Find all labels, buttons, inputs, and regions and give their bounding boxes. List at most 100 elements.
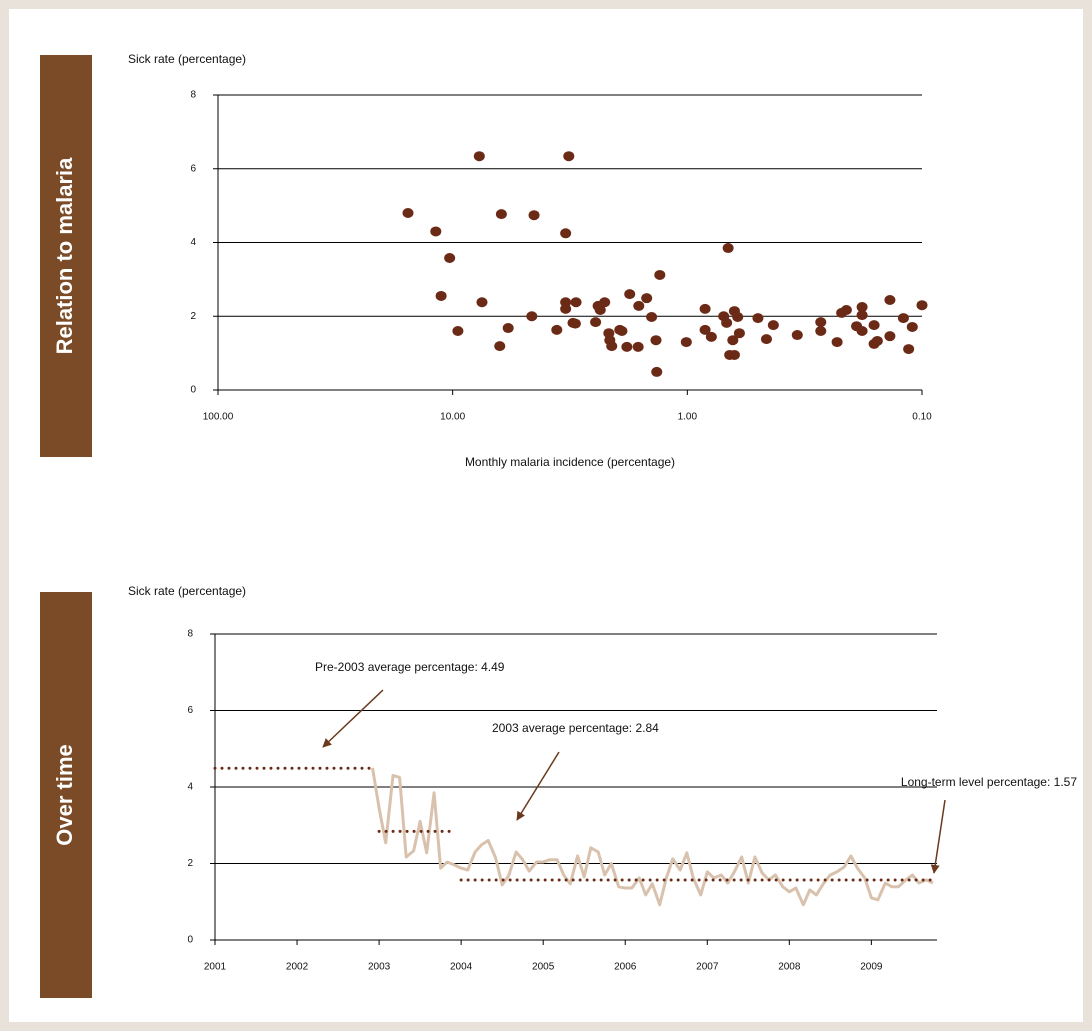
scatter-point — [624, 289, 636, 300]
x-axis-label: Monthly malaria incidence (percentage) — [465, 455, 675, 469]
scatter-point — [699, 303, 711, 314]
scatter-point — [767, 320, 779, 331]
scatter-point — [903, 344, 915, 355]
scatter-point — [752, 313, 764, 324]
scatter-point — [402, 208, 414, 218]
panel-label: Relation to malaria — [52, 157, 77, 355]
scatter-point — [632, 341, 644, 352]
scatter-point — [633, 300, 645, 311]
x-tick-label: 100.00 — [203, 412, 234, 423]
y-axis-label: Sick rate (percentage) — [128, 52, 246, 66]
scatter-point — [840, 304, 852, 315]
x-tick-label: 2008 — [778, 962, 801, 973]
scatter-point — [599, 297, 611, 308]
scatter-point — [650, 335, 662, 346]
annotation: Pre-2003 average percentage: 4.49 — [315, 660, 505, 674]
scatter-point — [856, 326, 868, 336]
scatter-point — [528, 210, 540, 221]
scatter-point — [435, 290, 447, 301]
scatter-point — [560, 228, 572, 239]
scatter-point — [721, 317, 733, 328]
x-tick-label: 2006 — [614, 962, 637, 973]
scatter-point — [884, 295, 896, 306]
data-line — [371, 767, 934, 907]
scatter-point — [732, 311, 744, 322]
scatter-point — [815, 317, 827, 328]
scatter-point — [495, 209, 507, 220]
scatter-point — [831, 337, 843, 348]
panel-background — [9, 9, 1083, 1022]
x-tick-label: 2003 — [368, 962, 391, 973]
y-tick-label: 6 — [190, 163, 196, 174]
x-tick-label: 2007 — [696, 962, 719, 973]
y-tick-label: 8 — [190, 90, 196, 101]
scatter-point — [705, 331, 717, 342]
y-tick-label: 8 — [187, 629, 193, 640]
x-tick-label: 0.10 — [912, 412, 932, 423]
scatter-point — [526, 311, 538, 322]
scatter-point — [815, 326, 827, 336]
annotation: Long-term level percentage: 1.57 — [901, 775, 1077, 789]
panel-label-box — [40, 55, 92, 457]
scatter-point — [473, 151, 485, 162]
scatter-point — [476, 297, 488, 308]
x-tick-label: 1.00 — [678, 412, 698, 423]
scatter-point — [502, 323, 514, 334]
x-tick-label: 2001 — [204, 962, 227, 973]
y-tick-label: 2 — [187, 858, 193, 869]
scatter-point — [680, 337, 692, 348]
scatter-point — [856, 302, 868, 313]
x-tick-label: 2004 — [450, 962, 473, 973]
scatter-point — [560, 303, 572, 314]
scatter-point — [916, 300, 928, 311]
scatter-point — [563, 151, 575, 162]
y-axis-label: Sick rate (percentage) — [128, 584, 246, 598]
panel-label: Over time — [52, 744, 77, 846]
y-tick-label: 0 — [190, 385, 196, 396]
scatter-point — [728, 349, 740, 360]
scatter-point — [621, 341, 633, 352]
scatter-point — [651, 366, 663, 377]
scatter-point — [590, 317, 602, 328]
scatter-point — [570, 297, 582, 308]
x-tick-label: 2009 — [860, 962, 883, 973]
scatter-point — [444, 252, 456, 263]
scatter-point — [606, 341, 618, 352]
scatter-point — [641, 293, 653, 304]
scatter-point — [871, 335, 883, 346]
annotation-arrow — [930, 799, 946, 874]
annotation: 2003 average percentage: 2.84 — [492, 721, 659, 735]
scatter-point — [654, 269, 666, 280]
x-tick-label: 2005 — [532, 962, 555, 973]
scatter-point — [699, 324, 711, 335]
scatter-point — [897, 313, 909, 324]
scatter-point — [760, 334, 772, 345]
y-tick-label: 0 — [187, 935, 193, 946]
scatter-point — [856, 310, 868, 321]
scatter-point — [551, 324, 563, 335]
x-tick-label: 10.00 — [440, 412, 465, 423]
scatter-point — [452, 326, 464, 336]
scatter-point — [430, 226, 442, 237]
scatter-point — [722, 243, 734, 254]
scatter-point — [733, 328, 745, 339]
scatter-point — [884, 331, 896, 342]
y-tick-label: 6 — [187, 705, 193, 716]
x-tick-label: 2002 — [286, 962, 309, 973]
scatter-point — [868, 320, 880, 331]
y-tick-label: 2 — [190, 311, 196, 322]
scatter-point — [594, 304, 606, 315]
scatter-point — [727, 335, 739, 346]
panel-label-box — [40, 592, 92, 998]
y-tick-label: 4 — [190, 237, 196, 248]
y-tick-label: 4 — [187, 782, 193, 793]
scatter-point — [791, 330, 803, 341]
scatter-point — [494, 341, 506, 352]
scatter-point — [569, 318, 581, 329]
scatter-point — [616, 326, 628, 336]
annotation-arrow — [322, 689, 384, 748]
scatter-point — [906, 321, 918, 332]
scatter-point — [646, 311, 658, 322]
annotation-arrow — [516, 751, 560, 821]
